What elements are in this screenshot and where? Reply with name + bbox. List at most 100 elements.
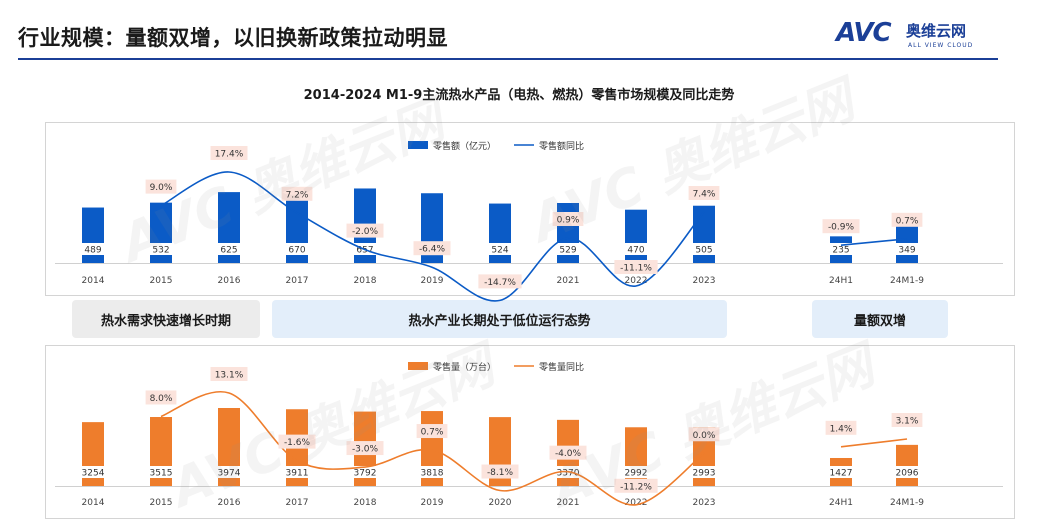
amount-yoy-label: -11.1%: [620, 264, 652, 274]
volume-legend-bar-swatch: [408, 362, 428, 370]
volume-value-label: 3974: [218, 469, 241, 479]
amount-yoy-label-bg: [346, 223, 384, 238]
volume-yoy-label-bg: [278, 434, 316, 449]
volume-category-label: 24M1-9: [890, 498, 924, 508]
volume-value-label: 2096: [896, 469, 919, 479]
amount-value-label-bg: [554, 243, 582, 255]
amount-yoy-label-bg: [822, 219, 860, 234]
amount-yoy-label-bg: [614, 260, 658, 274]
volume-value-label-bg: [622, 466, 650, 478]
amount-value-label-bg: [827, 243, 855, 255]
volume-yoy-label-bg: [891, 413, 923, 427]
volume-yoy-label: 0.0%: [693, 431, 716, 441]
volume-value-label: 3792: [354, 469, 377, 479]
amount-value-label-bg: [283, 243, 311, 255]
amount-category-label: 2022: [625, 276, 648, 286]
volume-yoy-label: -4.0%: [555, 449, 582, 459]
amount-value-label: 670: [288, 246, 305, 256]
volume-yoy-label: 3.1%: [896, 417, 919, 427]
volume-yoy-label-bg: [614, 478, 658, 493]
brand-logo: AVC 奥维云网 ALL VIEW CLOUD: [836, 18, 996, 52]
volume-value-label-bg: [418, 466, 446, 478]
logo-chinese-name: 奥维云网: [906, 22, 967, 40]
volume-value-label: 3911: [286, 469, 309, 479]
amount-yoy-label-bg: [688, 186, 720, 200]
amount-yoy-label: 9.0%: [150, 183, 173, 193]
amount-category-label: 2016: [218, 276, 241, 286]
volume-value-label: 3515: [150, 469, 173, 479]
volume-yoy-label-bg: [825, 420, 857, 435]
amount-yoy-label: -2.0%: [352, 227, 379, 237]
logo-english-name: ALL VIEW CLOUD: [908, 42, 974, 49]
volume-yoy-label-bg: [688, 427, 720, 442]
volume-yoy-label: -3.0%: [352, 445, 379, 455]
amount-legend-line-label: 零售额同比: [539, 140, 584, 152]
volume-yoy-line-2024: [840, 438, 908, 448]
amount-value-label: 524: [491, 246, 508, 256]
volume-yoy-label: 13.1%: [215, 371, 244, 381]
amount-category-label: 2017: [286, 276, 309, 286]
volume-yoy-label: 8.0%: [150, 394, 173, 404]
page-title: 行业规模：量额双增，以旧换新政策拉动明显: [18, 26, 448, 50]
volume-yoy-label: 0.7%: [421, 428, 444, 438]
volume-value-label-bg: [283, 466, 311, 478]
volume-yoy-label-bg: [549, 445, 587, 460]
header-divider: [18, 58, 998, 60]
amount-value-label: 505: [695, 246, 712, 256]
volume-category-label: 2014: [82, 498, 105, 508]
amount-value-label-bg: [893, 243, 921, 255]
volume-value-label: 2992: [625, 469, 648, 479]
amount-value-label: 470: [627, 246, 644, 256]
amount-value-label-bg: [215, 243, 243, 255]
amount-category-label: 2015: [150, 276, 173, 286]
amount-yoy-label: 0.7%: [896, 216, 919, 226]
volume-category-label: 2021: [557, 498, 580, 508]
amount-yoy-label-bg: [145, 179, 177, 194]
volume-value-label: 3818: [421, 469, 444, 479]
volume-value-label: 2993: [693, 469, 716, 479]
volume-yoy-label: -8.1%: [487, 468, 514, 478]
chart-panel-top: [45, 122, 1015, 296]
volume-legend-line-label: 零售量同比: [539, 361, 584, 373]
period-band-growth: 热水需求快速增长时期: [72, 300, 260, 338]
amount-yoy-label-bg: [552, 212, 584, 226]
volume-value-label-bg: [690, 466, 718, 478]
amount-value-label: 657: [356, 246, 373, 256]
volume-value-label-bg: [215, 466, 243, 478]
amount-yoy-line-2024: [840, 238, 908, 246]
amount-category-label: 2018: [354, 276, 377, 286]
volume-yoy-line: [160, 390, 705, 506]
amount-category-label: 2023: [693, 276, 716, 286]
volume-yoy-label-bg: [346, 441, 384, 456]
amount-value-label: 625: [220, 246, 237, 256]
amount-value-label: 235: [832, 246, 849, 256]
volume-category-label: 2023: [693, 498, 716, 508]
period-band-low: 热水产业长期处于低位运行态势: [272, 300, 727, 338]
volume-bar: [896, 444, 918, 486]
volume-category-label: 24H1: [829, 498, 853, 508]
amount-value-label: 349: [898, 246, 915, 256]
amount-yoy-label-bg: [478, 274, 522, 289]
amount-yoy-line: [160, 171, 705, 302]
amount-yoy-label-bg: [413, 241, 451, 256]
volume-category-label: 2022: [625, 498, 648, 508]
amount-yoy-label: 0.9%: [557, 216, 580, 226]
amount-category-label: 2019: [421, 276, 444, 286]
logo-mark: AVC: [836, 18, 892, 48]
amount-value-label-bg: [690, 243, 718, 255]
amount-yoy-label: -14.7%: [484, 278, 516, 288]
period-band-double-growth: 量额双增: [812, 300, 948, 338]
volume-category-label: 2015: [150, 498, 173, 508]
volume-yoy-label-bg: [210, 367, 248, 381]
volume-value-label-bg: [351, 466, 379, 478]
volume-value-label-bg: [147, 466, 175, 478]
volume-yoy-label: -11.2%: [620, 482, 652, 492]
volume-value-label-bg: [827, 466, 855, 478]
amount-yoy-label: -0.9%: [828, 223, 855, 233]
volume-category-label: 2020: [489, 498, 512, 508]
volume-category-label: 2016: [218, 498, 241, 508]
amount-category-label: 2014: [82, 276, 105, 286]
amount-yoy-label: -6.4%: [419, 245, 446, 255]
volume-value-label: 3254: [82, 469, 105, 479]
